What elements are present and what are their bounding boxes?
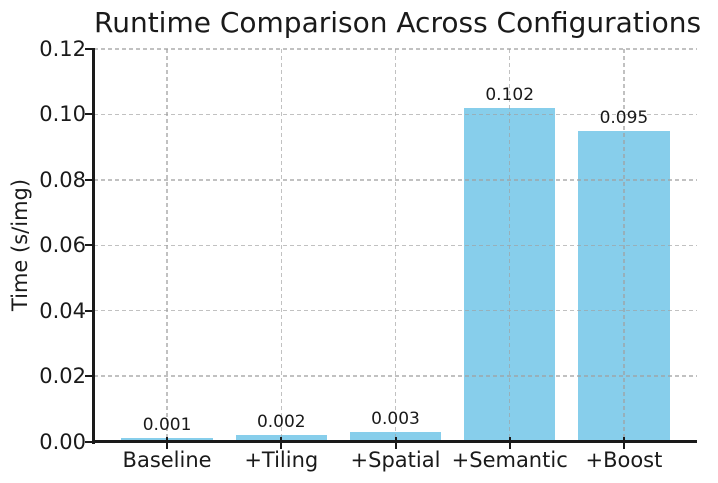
x-tick bbox=[166, 436, 169, 449]
bar-value-label: 0.095 bbox=[599, 107, 649, 128]
x-tick bbox=[280, 436, 283, 449]
x-tick-label: +Tiling bbox=[244, 448, 319, 472]
y-tick-label: 0.12 bbox=[39, 37, 86, 61]
h-gridline bbox=[94, 48, 697, 50]
y-tick bbox=[85, 375, 92, 378]
y-tick bbox=[85, 440, 92, 443]
y-tick bbox=[85, 48, 92, 50]
bar-value-label: 0.003 bbox=[371, 408, 420, 429]
y-tick-label: 0.10 bbox=[39, 102, 86, 127]
v-gridline bbox=[623, 49, 625, 442]
y-tick bbox=[85, 178, 92, 181]
y-tick-label: 0.04 bbox=[39, 298, 86, 323]
x-tick-label: +Boost bbox=[585, 448, 663, 472]
bar-value-label: 0.001 bbox=[142, 415, 192, 436]
x-tick bbox=[394, 436, 397, 449]
y-tick-label: 0.02 bbox=[39, 364, 86, 389]
y-tick bbox=[85, 244, 92, 247]
v-gridline bbox=[166, 49, 168, 442]
y-tick-label: 0.08 bbox=[39, 167, 86, 192]
y-tick-label: 0.00 bbox=[39, 429, 86, 454]
v-gridline bbox=[280, 49, 282, 442]
x-tick-label: +Spatial bbox=[350, 448, 441, 472]
y-axis-spine bbox=[92, 48, 95, 444]
y-tick bbox=[85, 309, 92, 312]
chart-title: Runtime Comparison Across Configurations bbox=[94, 6, 702, 39]
v-gridline bbox=[394, 49, 397, 442]
v-gridline bbox=[509, 49, 511, 442]
x-tick-label: Baseline bbox=[122, 448, 212, 472]
x-tick bbox=[508, 436, 511, 449]
x-tick bbox=[622, 436, 625, 449]
bar-value-label: 0.002 bbox=[256, 411, 306, 432]
y-tick-label: 0.06 bbox=[39, 233, 86, 258]
bar-value-label: 0.102 bbox=[485, 84, 535, 105]
y-tick bbox=[85, 113, 92, 116]
x-tick-label: +Semantic bbox=[451, 448, 568, 472]
